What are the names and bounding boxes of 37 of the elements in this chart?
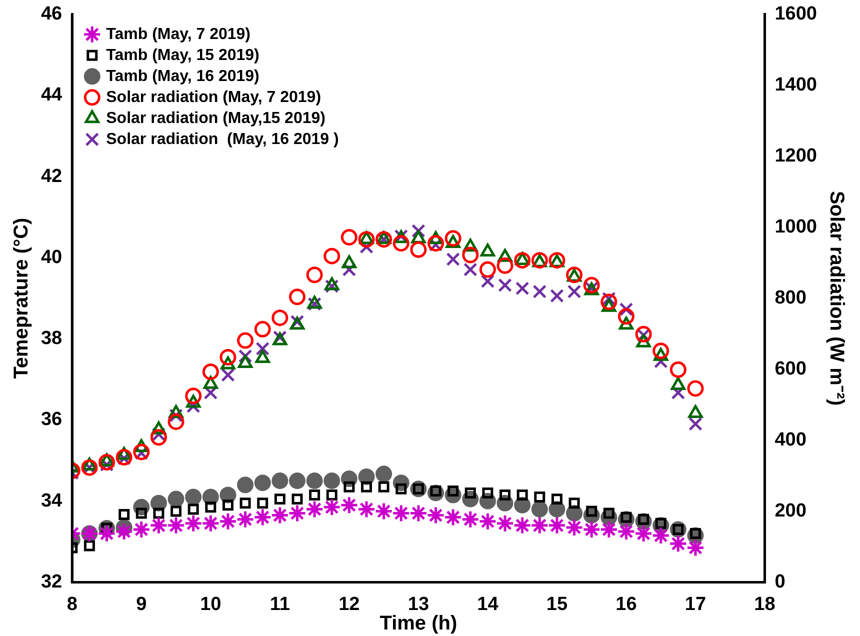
y2-tick-label: 0 <box>774 571 786 592</box>
y2-tick-label: 1600 <box>774 4 818 25</box>
legend-label: Solar radiation (May, 7 2019) <box>106 88 322 106</box>
x-tick-label: 13 <box>408 594 430 615</box>
y-tick-label: 36 <box>40 409 62 430</box>
y-tick-label: 38 <box>40 328 62 350</box>
x-tick-label: 16 <box>616 594 637 615</box>
y-tick-label: 40 <box>40 246 62 268</box>
legend-label: Solar radiation (May,15 2019) <box>106 110 326 127</box>
legend-label: Solar radiation (May, 16 2019 ) <box>106 130 339 148</box>
y2-tick-label: 1400 <box>774 74 818 96</box>
y-tick-label: 42 <box>40 166 62 187</box>
y-tick-label: 44 <box>40 84 63 106</box>
y2-tick-label: 800 <box>774 288 806 309</box>
x-tick-label: 14 <box>477 594 499 615</box>
legend-label: Tamb (May, 7 2019) <box>106 26 250 43</box>
y2-tick-label: 1000 <box>774 216 818 238</box>
y2-tick-label: 200 <box>774 500 806 522</box>
x-tick-label: 8 <box>66 594 78 615</box>
y-tick-label: 46 <box>40 4 62 25</box>
x-tick-label: 18 <box>754 594 776 615</box>
y2-axis-title: Solar radiation (W m⁻²) <box>825 190 848 406</box>
x-tick-label: 17 <box>684 594 706 615</box>
x-tick-label: 10 <box>200 594 222 615</box>
y2-tick-label: 400 <box>774 429 806 450</box>
x-tick-label: 15 <box>546 594 568 615</box>
y2-tick-label: 1200 <box>774 146 818 167</box>
y-axis-title: Temeprature (°C) <box>10 218 33 379</box>
x-tick-label: 12 <box>338 594 360 615</box>
x-tick-label: 9 <box>136 594 147 615</box>
x-axis-title: Time (h) <box>380 612 458 635</box>
x-tick-label: 11 <box>270 594 290 615</box>
legend-label: Tamb (May, 15 2019) <box>106 46 260 64</box>
y-tick-label: 32 <box>40 571 62 592</box>
y-tick-label: 34 <box>40 490 63 512</box>
legend-label: Tamb (May, 16 2019) <box>106 68 260 85</box>
y2-tick-label: 600 <box>774 358 806 380</box>
